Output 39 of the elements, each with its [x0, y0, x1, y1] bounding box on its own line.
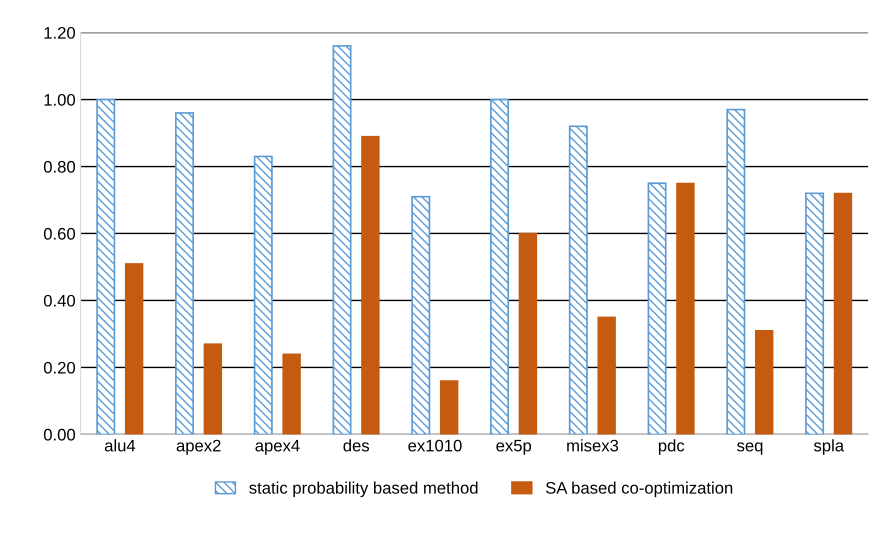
x-tick-label: seq: [737, 442, 762, 455]
bar: [440, 380, 458, 434]
bar: [518, 232, 538, 434]
x-tick-label: apex4: [255, 440, 300, 455]
x-tick-label: ex1010: [408, 440, 462, 452]
bar: [282, 353, 301, 434]
legend-label: SA based co-optimization: [546, 482, 732, 498]
bar: [648, 182, 667, 434]
y-tick-label: 1.20: [44, 26, 76, 39]
x-tick-label: alu4: [104, 439, 136, 452]
y-tick-label: 0.00: [44, 428, 76, 441]
x-tick-label: des: [343, 439, 370, 452]
legend-label: static probability based method: [249, 482, 478, 498]
x-tick-label: pdc: [658, 439, 684, 455]
y-tick-label: 0.20: [44, 362, 76, 374]
x-tick-label: misex3: [567, 439, 618, 452]
y-tick-label: 1.00: [44, 94, 76, 106]
bar: [254, 156, 273, 434]
bar: [754, 330, 774, 434]
bar: [204, 343, 222, 434]
bar: [490, 98, 510, 434]
y-tick-label: 0.40: [44, 294, 76, 307]
x-tick-label: ex5p: [496, 440, 532, 455]
bar: [411, 196, 430, 434]
bar: [332, 45, 352, 434]
bar: [175, 112, 194, 434]
bar: [726, 108, 746, 434]
bar: [676, 182, 695, 434]
x-tick-label: spla: [814, 439, 844, 455]
bar: [96, 98, 116, 434]
bar: [124, 263, 144, 434]
bar: [361, 136, 380, 434]
x-tick-label: apex2: [176, 440, 221, 455]
y-tick-label: 0.80: [44, 160, 76, 173]
bar: [568, 126, 588, 434]
bar: [834, 192, 852, 434]
y-tick-label: 0.60: [44, 228, 76, 240]
bar: [597, 316, 616, 434]
bar: [805, 192, 824, 434]
